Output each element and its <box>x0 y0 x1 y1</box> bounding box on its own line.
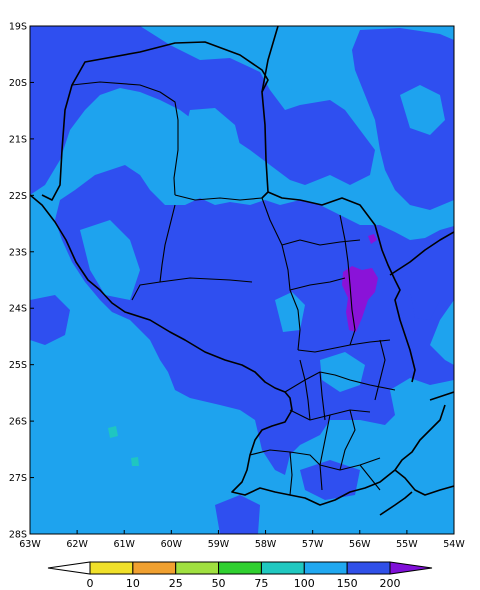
colorbar-swatch <box>346 561 391 575</box>
dept-line-8 <box>339 214 356 346</box>
field-100-cyan-2 <box>131 457 139 466</box>
field-150-patch-3 <box>80 220 140 300</box>
lon-tick-label: 58W <box>255 539 277 550</box>
field-blue-blob-south <box>215 495 260 534</box>
colorbar-swatch <box>303 561 348 575</box>
lat-tick-label: 23S <box>9 247 27 258</box>
colorbar-lower-triangle <box>47 561 91 575</box>
dept-line-16 <box>249 449 381 471</box>
colorbar-swatch <box>132 561 177 575</box>
dept-line-2 <box>174 194 263 201</box>
dept-line-3 <box>131 204 176 301</box>
colorbar-swatch <box>218 561 262 575</box>
border-argentina-brazil <box>394 469 454 496</box>
dept-line-19 <box>374 339 386 401</box>
longitude-axis: 63W 62W 61W 60W 59W 58W 57W 56W 55W 54W <box>19 530 465 550</box>
border-paraguay-brazil-east <box>267 191 416 383</box>
border-brazil-east-river <box>429 391 454 401</box>
colorbar: 0 10 25 50 75 100 150 200 <box>47 561 433 590</box>
dept-line-14 <box>319 414 331 491</box>
lon-tick-label: 61W <box>113 539 135 550</box>
colorbar-swatch <box>89 561 134 575</box>
border-paraguay-argentina-south <box>231 391 446 506</box>
colorbar-label: 0 <box>87 577 94 590</box>
colorbar-label: 75 <box>254 577 268 590</box>
lon-tick-label: 59W <box>208 539 230 550</box>
dept-line-11 <box>299 359 311 421</box>
border-bolivia-brazil <box>261 26 279 93</box>
lat-tick-label: 24S <box>9 304 27 315</box>
colorbar-label: 150 <box>337 577 358 590</box>
lon-tick-label: 56W <box>349 539 371 550</box>
field-blue-blob-west <box>30 295 70 345</box>
colorbar-upper-triangle <box>389 561 433 575</box>
dept-line-5 <box>261 197 301 351</box>
border-paraguay-bolivia <box>41 41 269 201</box>
lon-tick-label: 55W <box>396 539 418 550</box>
field-100-cyan-1 <box>108 426 118 438</box>
department-borders <box>71 81 396 496</box>
lat-tick-label: 25S <box>9 360 27 371</box>
border-argentina-brazil-south <box>379 491 413 516</box>
colorbar-swatch <box>175 561 220 575</box>
dept-line-4 <box>159 277 253 283</box>
dept-line-7 <box>289 277 346 291</box>
dept-line-1 <box>71 81 179 196</box>
border-paraguay-argentina-west <box>30 194 286 393</box>
dept-line-6 <box>281 239 361 246</box>
dept-line-9 <box>297 339 391 353</box>
lon-tick-label: 63W <box>19 539 41 550</box>
lat-tick-label: 28S <box>9 530 27 541</box>
field-blue-region-northeast <box>352 28 454 210</box>
field-150-patch-1 <box>185 108 240 168</box>
map-frame <box>29 25 455 535</box>
lat-tick-label: 27S <box>9 473 27 484</box>
field-blue-blob-east <box>410 285 440 320</box>
lat-tick-label: 19S <box>9 22 27 33</box>
field-blue-region-main <box>55 165 454 475</box>
lat-tick-label: 22S <box>9 191 27 202</box>
dept-line-12 <box>319 371 326 421</box>
colorbar-label: 25 <box>169 577 183 590</box>
lon-tick-label: 54W <box>443 539 465 550</box>
lat-tick-label: 26S <box>9 417 27 428</box>
field-200-purple-small <box>368 234 377 244</box>
latitude-axis: 19S 20S 21S 22S 23S 24S 25S 26S 27S 28S <box>9 22 34 541</box>
dept-line-18 <box>359 464 381 491</box>
colorbar-label: 10 <box>126 577 140 590</box>
colorbar-label: 50 <box>212 577 226 590</box>
colorbar-label: 100 <box>294 577 315 590</box>
lon-tick-label: 57W <box>302 539 324 550</box>
colorbar-swatch <box>260 561 305 575</box>
lon-tick-label: 62W <box>66 539 88 550</box>
dept-line-15 <box>339 409 356 471</box>
field-blue-blob-southeast <box>300 460 360 500</box>
field-150-patch-4 <box>320 352 365 392</box>
border-brazil-northeast <box>389 231 454 276</box>
lat-tick-label: 20S <box>9 78 27 89</box>
map-field <box>30 26 454 534</box>
field-150-patch-2 <box>280 55 325 95</box>
lon-tick-label: 60W <box>161 539 183 550</box>
country-borders <box>30 26 454 516</box>
field-150-patch-5 <box>400 85 445 135</box>
dept-line-17 <box>289 451 293 496</box>
lat-tick-label: 21S <box>9 134 27 145</box>
field-150-patch-6 <box>275 292 305 332</box>
colorbar-label: 200 <box>380 577 401 590</box>
field-200-purple <box>342 266 378 332</box>
